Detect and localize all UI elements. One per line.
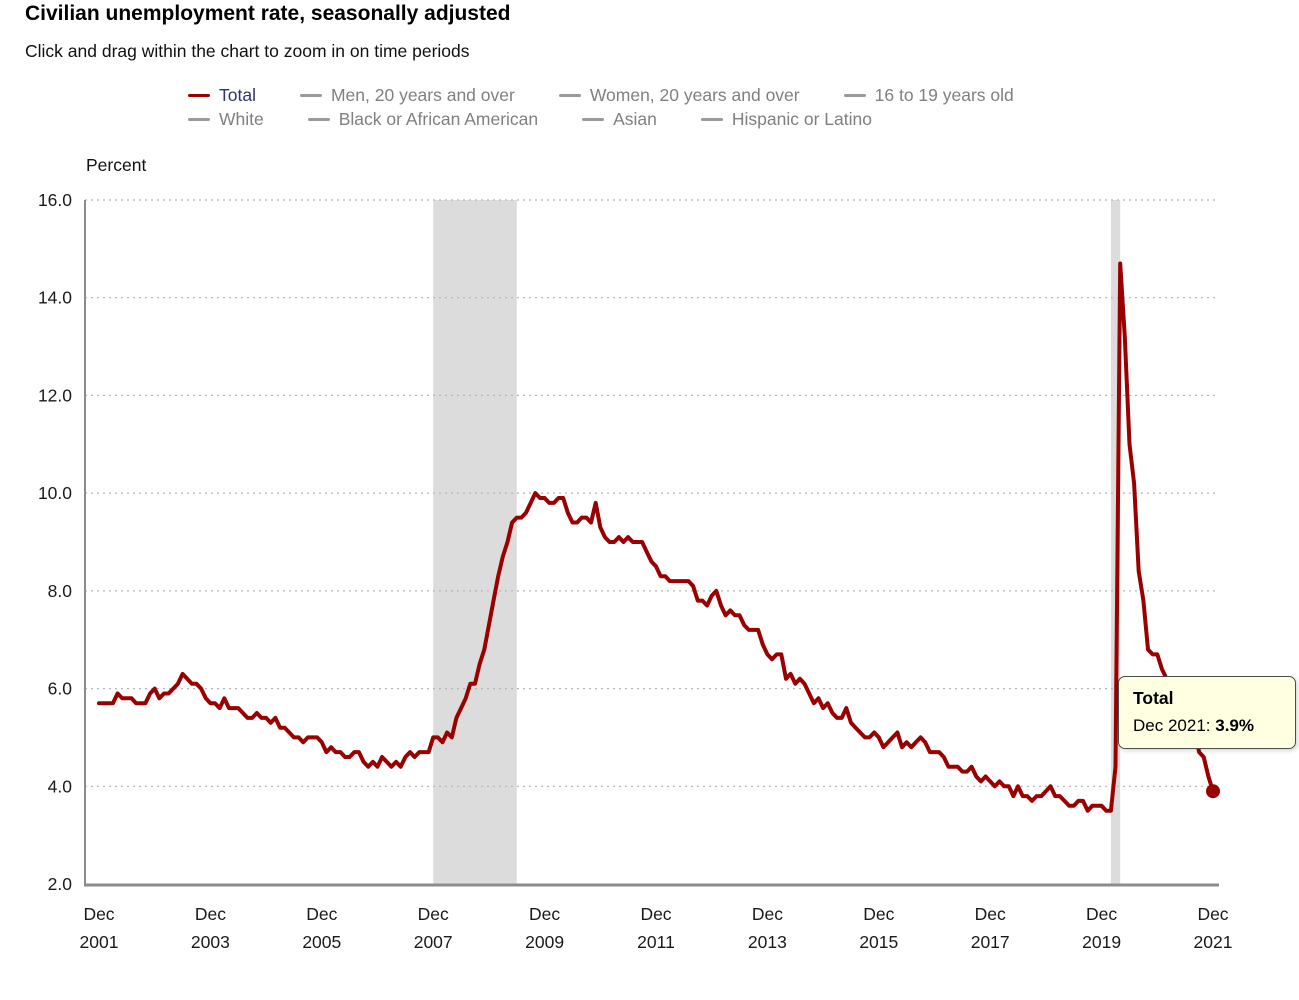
legend-label-white: White	[219, 109, 264, 129]
legend-swatch-women-20-years-and-over	[558, 94, 581, 97]
x-tick-label-year: 2009	[525, 932, 564, 952]
y-tick-label: 16.0	[38, 190, 72, 210]
series-line-total[interactable]	[97, 261, 1215, 813]
y-tick-label: 8.0	[48, 581, 73, 601]
x-tick-label-month: Dec	[640, 904, 671, 924]
x-tick-label-month: Dec	[418, 904, 449, 924]
legend-item-black-or-african-american[interactable]: Black or African American	[307, 109, 539, 130]
tooltip-point-text: Dec 2021: 3.9%	[1133, 716, 1281, 736]
x-tick-label-year: 2021	[1194, 932, 1233, 952]
x-tick-label-month: Dec	[975, 904, 1006, 924]
x-tick-label-month: Dec	[752, 904, 783, 924]
legend-row: Total Men, 20 years and over Women, 20 yea…	[188, 85, 1014, 106]
x-tick-label-year: 2001	[80, 932, 119, 952]
legend-swatch-men-20-years-and-over	[299, 94, 322, 97]
x-tick-label-year: 2011	[637, 932, 675, 952]
legend-swatch-hispanic-or-latino	[700, 118, 723, 121]
x-tick-label-month: Dec	[195, 904, 226, 924]
legend-item-men-20-years-and-over[interactable]: Men, 20 years and over	[299, 85, 515, 106]
x-tick-label-month: Dec	[1086, 904, 1117, 924]
legend-swatch-black-or-african-american	[307, 118, 330, 121]
recession-band	[1110, 200, 1121, 884]
x-tick-label-month: Dec	[529, 904, 560, 924]
legend-swatch-asian	[582, 118, 605, 121]
legend-label-total: Total	[219, 85, 256, 105]
x-tick-label-month: Dec	[1197, 904, 1228, 924]
y-tick-label: 10.0	[38, 483, 72, 503]
tooltip-point-value: 3.9%	[1215, 716, 1254, 735]
x-tick-label-year: 2019	[1082, 932, 1121, 952]
legend-item-asian[interactable]: Asian	[582, 109, 657, 130]
legend-row: White Black or African American Asian Hispa…	[188, 109, 1014, 130]
legend-label-women-20-years-and-over: Women, 20 years and over	[589, 85, 800, 105]
legend-item-hispanic-or-latino[interactable]: Hispanic or Latino	[700, 109, 872, 130]
legend: Total Men, 20 years and over Women, 20 yea…	[188, 85, 1014, 130]
legend-label-black-or-african-american: Black or African American	[338, 109, 539, 129]
x-tick-label-year: 2013	[748, 932, 787, 952]
tooltip-point-label: Dec 2021:	[1133, 716, 1216, 735]
x-tick-label-month: Dec	[863, 904, 894, 924]
x-tick-label-year: 2007	[414, 932, 453, 952]
y-tick-label: 6.0	[48, 679, 73, 699]
legend-item-white[interactable]: White	[188, 109, 264, 130]
legend-swatch-white	[188, 118, 210, 121]
legend-item-women-20-years-and-over[interactable]: Women, 20 years and over	[558, 85, 800, 106]
legend-item-16-to-19-years-old[interactable]: 16 to 19 years old	[843, 85, 1014, 106]
y-axis-label: Percent	[86, 155, 147, 175]
legend-label-men-20-years-and-over: Men, 20 years and over	[330, 85, 515, 105]
y-tick-label: 4.0	[48, 776, 73, 796]
x-tick-label-month: Dec	[83, 904, 114, 924]
x-tick-label-month: Dec	[306, 904, 337, 924]
y-tick-label: 2.0	[48, 874, 73, 894]
legend-label-asian: Asian	[613, 109, 657, 129]
legend-label-hispanic-or-latino: Hispanic or Latino	[731, 109, 872, 129]
legend-label-16-to-19-years-old: 16 to 19 years old	[874, 85, 1014, 105]
x-tick-label-year: 2005	[302, 932, 341, 952]
legend-swatch-total	[188, 94, 210, 97]
tooltip-series-name: Total	[1133, 688, 1174, 708]
page-subtitle: Click and drag within the chart to zoom …	[25, 41, 470, 61]
last-point-marker[interactable]	[1206, 784, 1220, 799]
tooltip: Total Dec 2021: 3.9%	[1118, 676, 1296, 749]
legend-item-total[interactable]: Total	[188, 85, 256, 106]
legend-swatch-16-to-19-years-old	[843, 94, 866, 97]
x-tick-label-year: 2003	[191, 932, 230, 952]
recession-band	[433, 200, 517, 884]
page-title: Civilian unemployment rate, seasonally a…	[25, 2, 511, 25]
x-tick-label-year: 2017	[971, 932, 1010, 952]
y-tick-label: 12.0	[38, 385, 72, 405]
y-tick-label: 14.0	[38, 288, 72, 308]
x-tick-label-year: 2015	[859, 932, 898, 952]
